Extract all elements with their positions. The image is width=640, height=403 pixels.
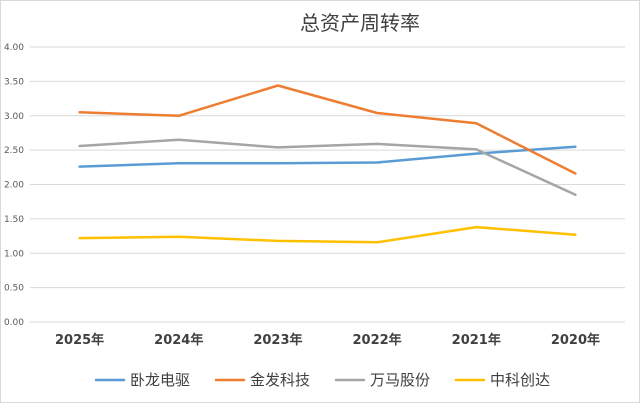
x-tick-label: 2025年 xyxy=(55,332,104,348)
legend-item: 万马股份 xyxy=(334,371,430,389)
legend: 卧龙电驱 金发科技 万马股份 中科创达 xyxy=(94,371,550,389)
x-tick-label: 2024年 xyxy=(154,332,203,348)
x-tick-label: 2020年 xyxy=(551,332,600,348)
y-tick-label: 3.50 xyxy=(4,77,24,87)
y-tick-label: 0.50 xyxy=(4,284,24,294)
legend-item: 金发科技 xyxy=(214,371,310,389)
y-tick-label: 1.00 xyxy=(4,249,24,259)
gridlines xyxy=(30,46,625,323)
y-tick-label: 2.00 xyxy=(4,181,24,191)
y-tick-label: 1.50 xyxy=(4,215,24,225)
y-tick-label: 4.00 xyxy=(4,43,24,53)
series-line xyxy=(78,225,577,244)
legend-item: 中科创达 xyxy=(454,371,550,389)
legend-label: 中科创达 xyxy=(490,371,550,389)
x-tick-label: 2023年 xyxy=(253,332,302,348)
y-tick-label: 0.00 xyxy=(4,318,24,328)
x-axis-ticks: 2025年 2024年 2023年 2022年 2021年 2020年 xyxy=(55,332,600,348)
x-tick-label: 2021年 xyxy=(452,332,501,348)
y-axis-ticks: 0.00 0.50 1.00 1.50 2.00 2.50 3.00 3.50 4.00 xyxy=(4,43,24,328)
x-tick-label: 2022年 xyxy=(352,332,401,348)
legend-label: 卧龙电驱 xyxy=(130,371,190,389)
series-line xyxy=(78,84,577,175)
series-line xyxy=(78,145,577,168)
y-tick-label: 2.50 xyxy=(4,146,24,156)
series-line xyxy=(78,138,577,197)
y-tick-label: 3.00 xyxy=(4,112,24,122)
series-lines xyxy=(78,84,577,244)
legend-label: 金发科技 xyxy=(250,371,310,389)
legend-item: 卧龙电驱 xyxy=(94,371,190,389)
legend-label: 万马股份 xyxy=(370,371,430,389)
chart-title: 总资产周转率 xyxy=(300,11,420,35)
